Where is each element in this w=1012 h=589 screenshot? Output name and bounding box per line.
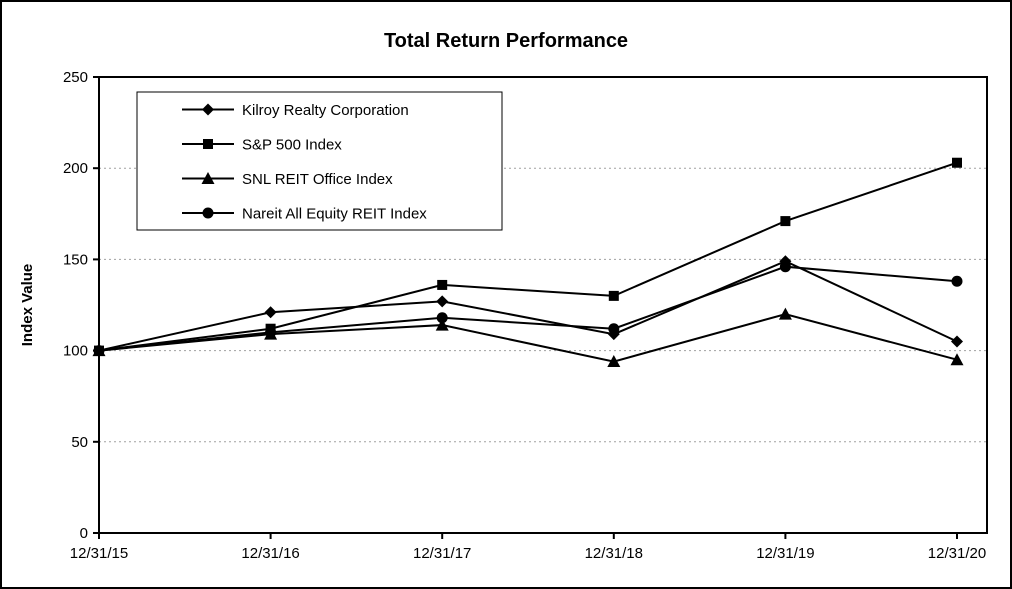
square-marker <box>780 216 791 227</box>
diamond-marker <box>436 295 449 308</box>
x-tick-label: 12/31/19 <box>756 545 814 562</box>
triangle-marker <box>950 353 964 366</box>
diamond-marker <box>264 306 277 319</box>
legend-label: SNL REIT Office Index <box>242 171 393 188</box>
triangle-marker <box>435 318 449 331</box>
y-tick-label: 0 <box>80 525 88 542</box>
y-tick-label: 50 <box>71 434 88 451</box>
diamond-marker <box>951 335 963 348</box>
series-line <box>98 161 958 352</box>
diamond-marker <box>202 103 214 116</box>
square-marker <box>608 290 619 301</box>
square-marker <box>203 139 213 149</box>
series-circle <box>93 261 963 357</box>
legend-item: SNL REIT Office Index <box>182 171 393 188</box>
triangle-marker <box>201 172 215 184</box>
x-tick-label: 12/31/15 <box>70 545 128 562</box>
circle-marker <box>436 312 448 324</box>
y-tick-label: 200 <box>63 160 88 177</box>
triangle-marker <box>607 355 621 368</box>
legend-item: Nareit All Equity REIT Index <box>182 206 427 223</box>
legend-label: S&P 500 Index <box>242 137 342 154</box>
y-axis-label: Index Value <box>19 264 36 347</box>
legend-item: S&P 500 Index <box>182 137 342 154</box>
y-tick-label: 150 <box>63 251 88 268</box>
y-tick-label: 100 <box>63 343 88 360</box>
circle-marker <box>202 207 214 219</box>
circle-marker <box>93 345 105 357</box>
square-marker <box>437 279 448 290</box>
x-tick-label: 12/31/17 <box>413 545 471 562</box>
series-line <box>98 265 958 352</box>
circle-marker <box>265 326 277 338</box>
x-tick-label: 12/31/18 <box>585 545 643 562</box>
x-tick-label: 12/31/16 <box>241 545 299 562</box>
legend-label: Kilroy Realty Corporation <box>242 102 409 119</box>
plot-border <box>98 76 988 534</box>
y-tick-label: 250 <box>63 69 88 86</box>
x-tick-label: 12/31/20 <box>928 545 986 562</box>
square-marker <box>952 157 962 168</box>
triangle-marker <box>778 307 792 320</box>
circle-marker <box>779 261 791 273</box>
circle-marker <box>951 275 963 287</box>
legend-label: Nareit All Equity REIT Index <box>242 206 427 223</box>
series-line <box>98 313 958 363</box>
legend-item: Kilroy Realty Corporation <box>182 102 409 119</box>
circle-marker <box>608 323 620 335</box>
series-line <box>98 260 958 352</box>
chart-title: Total Return Performance <box>383 30 629 52</box>
legend-box <box>136 91 503 231</box>
